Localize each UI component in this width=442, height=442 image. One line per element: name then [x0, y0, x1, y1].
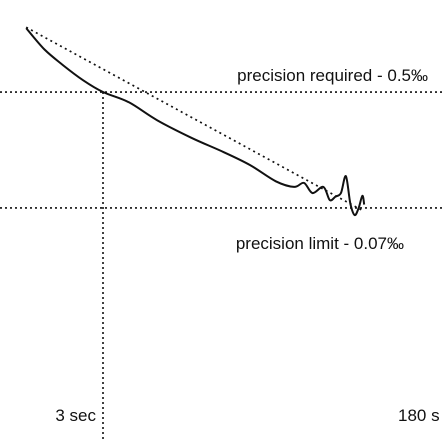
trend-series-line	[25, 26, 365, 213]
required-annotation: precision required - 0.5‰	[237, 66, 428, 85]
x-tick-label-180-s: 180 s	[398, 406, 440, 425]
limit-annotation: precision limit - 0.07‰	[236, 234, 404, 253]
measured-series-line	[25, 27, 366, 217]
x-tick-label-3-sec: 3 sec	[55, 406, 96, 425]
